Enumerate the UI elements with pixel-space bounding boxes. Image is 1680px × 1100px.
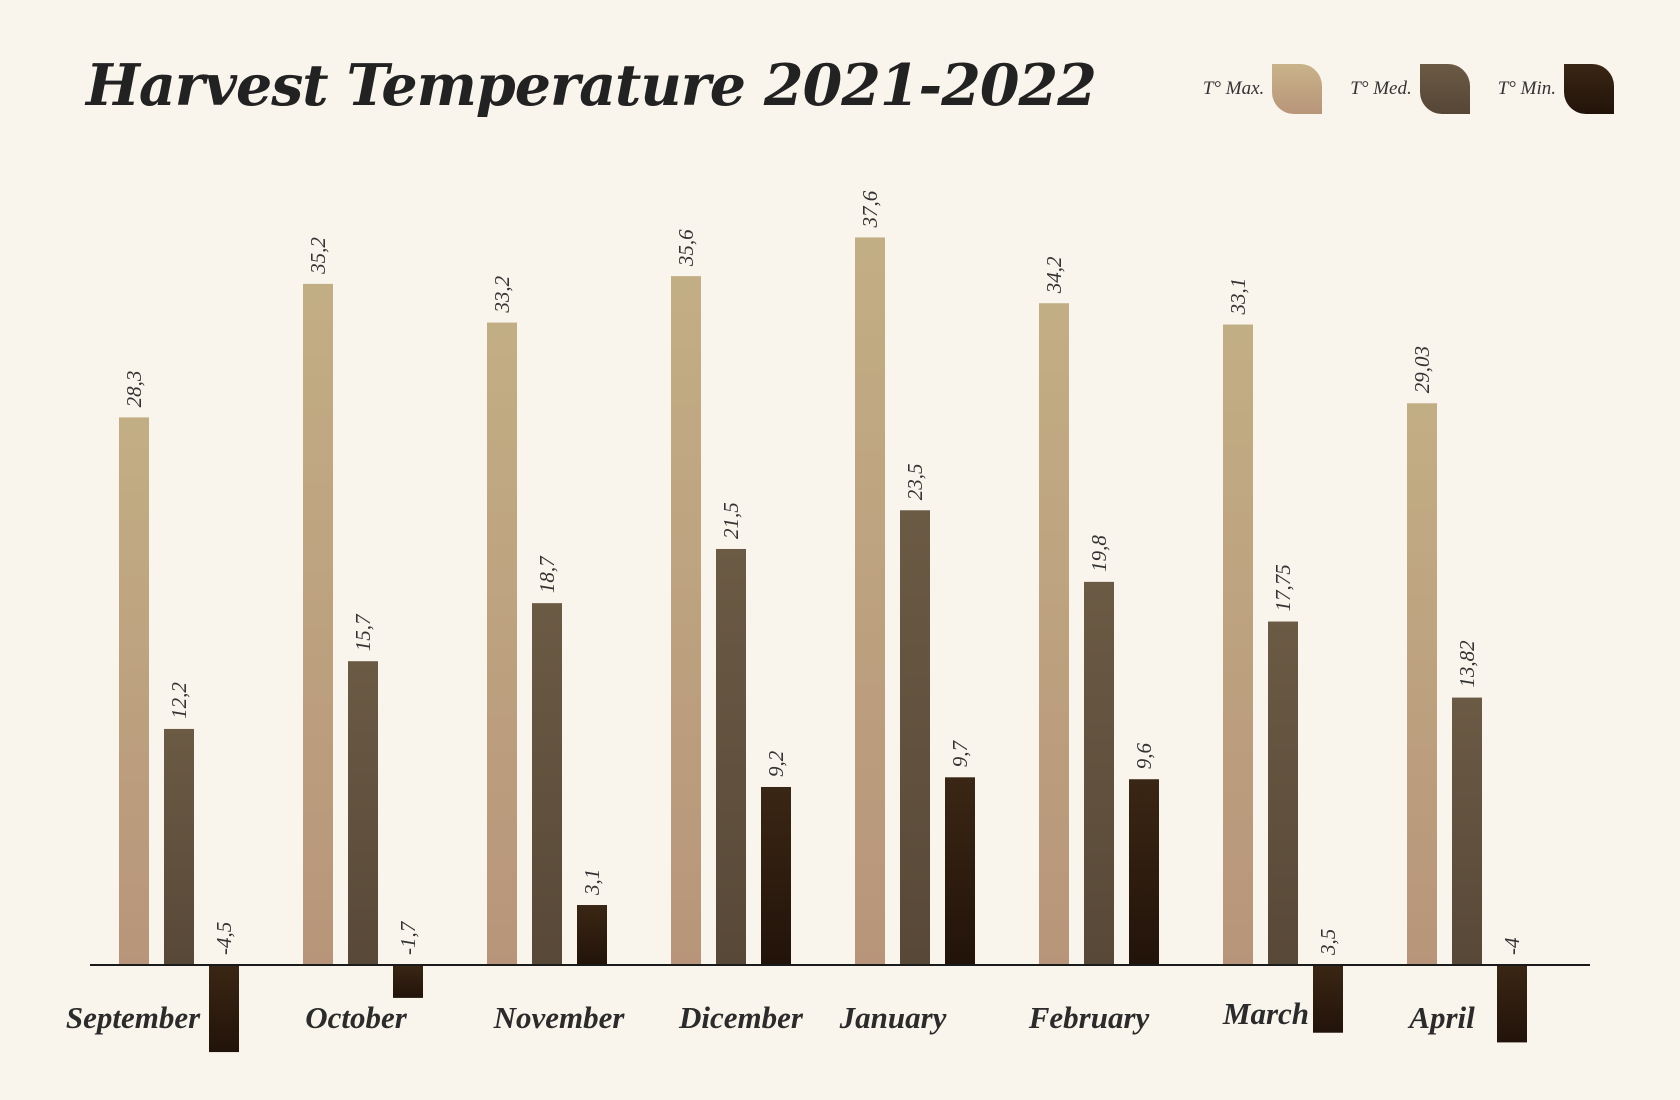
- legend: T° Max. T° Med. T° Min.: [1203, 64, 1614, 114]
- bar-dicember-min: [761, 786, 791, 965]
- value-label-april-max: 29,03: [1410, 346, 1434, 393]
- value-label-dicember-med: 21,5: [719, 502, 743, 539]
- bar-march-min: [1313, 965, 1343, 1033]
- bars-layer: [119, 237, 1527, 1053]
- bar-march-med: [1268, 621, 1298, 965]
- value-label-november-med: 18,7: [535, 555, 559, 593]
- value-label-march-max: 33,1: [1226, 278, 1250, 316]
- month-label-november: November: [493, 1000, 626, 1035]
- chart-title: Harvest Temperature 2021-2022: [86, 52, 1097, 119]
- month-label-september: September: [66, 1000, 201, 1035]
- labels-layer: 28,3 12,2 -4,5 September 35,2 15,7 -1,7 October…: [66, 190, 1524, 1035]
- bar-november-med: [532, 603, 562, 965]
- bar-october-med: [348, 661, 378, 965]
- bar-february-min: [1129, 779, 1159, 965]
- bar-september-min: [209, 965, 239, 1053]
- value-label-february-med: 19,8: [1087, 535, 1111, 572]
- value-label-november-max: 33,2: [490, 275, 514, 313]
- bar-september-med: [164, 728, 194, 965]
- value-label-january-max: 37,6: [858, 190, 882, 228]
- month-label-february: February: [1028, 1000, 1150, 1035]
- bar-dicember-max: [671, 276, 701, 965]
- legend-label-med: T° Med.: [1350, 78, 1412, 99]
- bar-april-min: [1497, 965, 1527, 1043]
- bar-january-max: [855, 237, 885, 965]
- legend-label-min: T° Min.: [1497, 78, 1556, 99]
- value-label-dicember-min: 9,2: [764, 750, 788, 777]
- bar-february-med: [1084, 581, 1114, 965]
- value-label-november-min: 3,1: [580, 869, 604, 896]
- value-label-october-max: 35,2: [306, 237, 330, 275]
- bar-november-max: [487, 322, 517, 966]
- value-label-march-min: 3,5: [1316, 929, 1340, 956]
- value-label-april-med: 13,82: [1455, 640, 1479, 688]
- legend-swatch-max: [1272, 64, 1323, 114]
- value-label-october-med: 15,7: [351, 613, 375, 651]
- bar-october-max: [303, 283, 333, 965]
- legend-swatch-min: [1564, 64, 1614, 114]
- bar-october-min: [393, 965, 423, 998]
- bar-september-max: [119, 417, 149, 965]
- month-label-january: January: [839, 1000, 947, 1035]
- month-label-october: October: [305, 1000, 408, 1035]
- value-label-september-med: 12,2: [167, 682, 191, 719]
- value-label-march-med: 17,75: [1271, 564, 1295, 611]
- bar-february-max: [1039, 303, 1069, 966]
- legend-item-max: T° Max.: [1202, 64, 1323, 114]
- value-label-dicember-max: 35,6: [674, 229, 698, 267]
- month-label-april: April: [1407, 1000, 1475, 1035]
- month-label-dicember: Dicember: [678, 1000, 804, 1035]
- bar-april-med: [1452, 697, 1482, 965]
- value-label-april-min: -4: [1500, 937, 1524, 955]
- bar-april-max: [1407, 403, 1437, 965]
- value-label-february-max: 34,2: [1042, 256, 1066, 294]
- value-label-october-min: -1,7: [396, 920, 420, 955]
- bar-january-min: [945, 777, 975, 965]
- bar-january-med: [900, 510, 930, 965]
- legend-item-med: T° Med.: [1350, 64, 1470, 114]
- bar-november-min: [577, 905, 607, 965]
- value-label-january-med: 23,5: [903, 464, 927, 501]
- legend-swatch-med: [1419, 64, 1470, 114]
- bar-march-max: [1223, 324, 1253, 965]
- legend-item-min: T° Min.: [1498, 64, 1614, 114]
- value-label-september-min: -4,5: [212, 922, 236, 955]
- legend-label-max: T° Max.: [1202, 78, 1265, 99]
- value-label-september-max: 28,3: [122, 371, 146, 408]
- value-label-january-min: 9,7: [948, 740, 972, 768]
- value-label-february-min: 9,6: [1132, 742, 1156, 769]
- month-label-march: March: [1222, 996, 1309, 1031]
- bar-dicember-med: [716, 548, 746, 965]
